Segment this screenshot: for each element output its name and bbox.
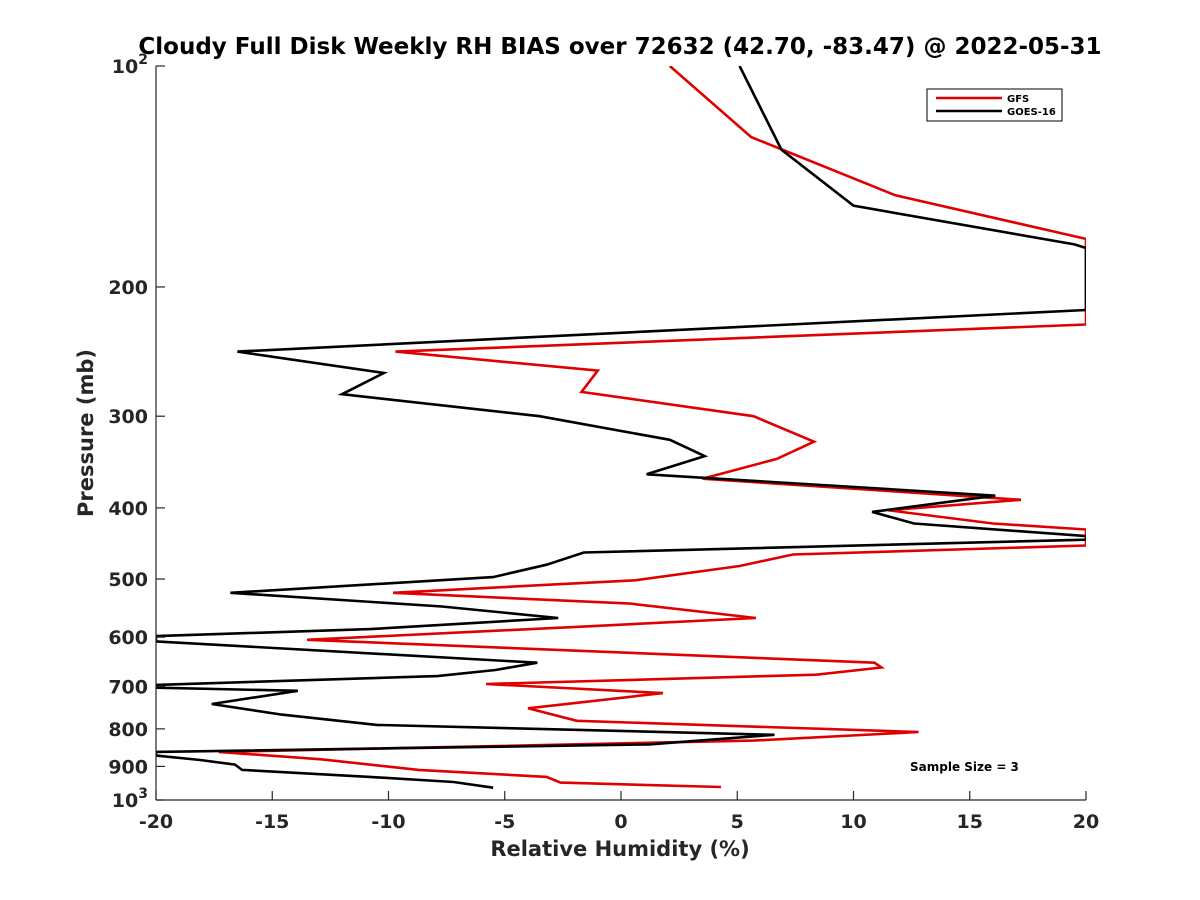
y-tick-label-base: 10 [112,790,138,812]
y-tick-label: 700 [108,676,148,698]
y-tick-label-base: 700 [108,676,148,698]
x-axis-label: Relative Humidity (%) [490,837,749,861]
y-tick-label: 102 [112,52,148,78]
y-tick-label: 500 [108,569,148,591]
y-tick-label-base: 300 [108,406,148,428]
legend-label-goes-16: GOES-16 [1007,107,1056,118]
y-tick-label: 103 [112,786,148,812]
x-tick-label: 20 [1073,811,1099,833]
sample-size-annotation: Sample Size = 3 [910,760,1019,774]
y-tick-label-base: 500 [108,569,148,591]
y-tick-label-base: 200 [108,277,148,299]
y-tick-label: 300 [108,406,148,428]
y-tick-label-base: 800 [108,719,148,741]
x-tick-label: -20 [139,811,173,833]
y-tick-label: 800 [108,719,148,741]
y-axis-label: Pressure (mb) [74,349,98,517]
x-tick-label: 0 [614,811,627,833]
y-tick-label-base: 900 [108,756,148,778]
plot-area: -20 -15 -10 -5 0 5 10 15 20102200300400500600700… [108,52,1099,833]
legend-box [926,88,1063,122]
y-tick-label-base: 10 [112,56,138,78]
chart-title: Cloudy Full Disk Weekly RH BIAS over 726… [138,34,1101,60]
y-tick-label-exponent: 3 [138,786,148,802]
series-group [156,66,1086,789]
y-tick-label: 200 [108,277,148,299]
legend: GFS GOES-16 [926,88,1063,122]
y-tick-label-base: 600 [108,627,148,649]
series-line-goes-16 [156,66,1086,789]
x-tick-label: 10 [840,811,866,833]
x-tick-label: -10 [371,811,405,833]
series-line-gfs [218,66,1086,789]
y-tick-label: 900 [108,756,148,778]
x-tick-label: 15 [957,811,983,833]
x-tick-label: 5 [731,811,744,833]
x-tick-label: -15 [255,811,289,833]
y-tick-label-base: 400 [108,498,148,520]
y-tick-label: 600 [108,627,148,649]
y-tick-label: 400 [108,498,148,520]
y-tick-label-exponent: 2 [138,52,148,68]
x-tick-label: -5 [494,811,515,833]
legend-label-gfs: GFS [1007,94,1029,105]
